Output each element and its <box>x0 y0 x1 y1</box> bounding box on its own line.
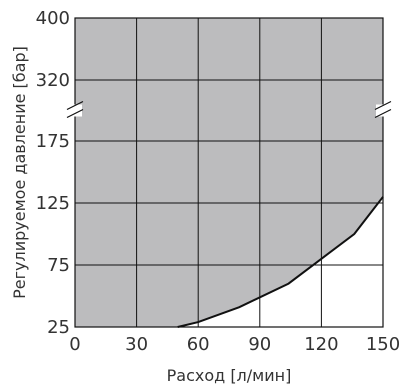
x-axis-label: Расход [л/мин] <box>167 366 292 385</box>
x-tick-label: 120 <box>304 334 338 355</box>
x-tick-label: 60 <box>187 334 210 355</box>
axis-break-marks <box>66 100 392 119</box>
axis-break-mark <box>66 108 84 119</box>
y-tick-labels: 25 75 125 175 320 400 <box>36 8 70 338</box>
x-tick-label: 30 <box>125 334 148 355</box>
x-tick-label: 90 <box>248 334 271 355</box>
plot-frame <box>74 17 384 328</box>
x-tick-labels: 0 30 60 90 120 150 <box>69 334 400 355</box>
shaded-operating-area <box>75 18 383 327</box>
axis-break-mark <box>374 100 392 111</box>
y-tick-label: 125 <box>36 193 70 214</box>
limit-curve <box>177 196 384 328</box>
y-tick-label: 25 <box>47 317 70 338</box>
x-tick-label: 150 <box>366 334 400 355</box>
y-tick-label: 400 <box>36 8 70 29</box>
y-axis-label: Регулируемое давление [бар] <box>10 46 29 299</box>
x-tick-label: 0 <box>69 334 80 355</box>
axis-break-mark <box>374 108 392 119</box>
grid-lines <box>75 18 383 327</box>
axis-break-mark <box>66 100 84 111</box>
y-tick-label: 75 <box>47 255 70 276</box>
y-tick-label: 320 <box>36 70 70 91</box>
y-tick-label: 175 <box>36 131 70 152</box>
